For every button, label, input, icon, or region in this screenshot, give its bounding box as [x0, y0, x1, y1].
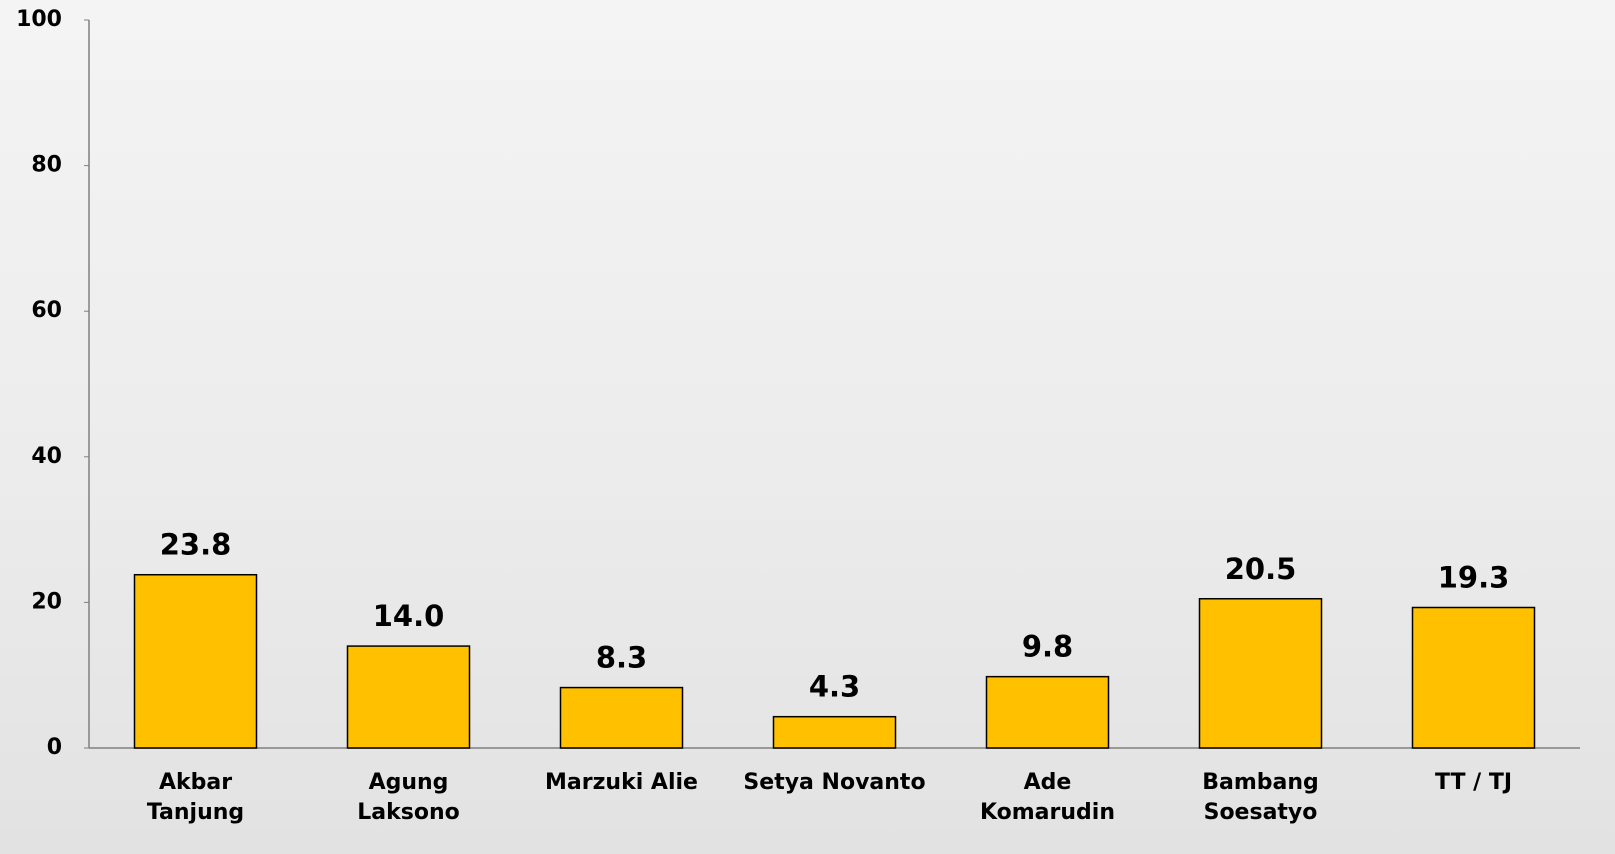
bar [1411, 606, 1536, 749]
value-label: 14.0 [373, 599, 445, 633]
bar [133, 573, 258, 749]
bar [985, 675, 1110, 749]
x-tick-label: Ade Komarudin [979, 770, 1115, 825]
value-label: 8.3 [596, 641, 647, 675]
x-tick-label: Agung Laksono [357, 770, 460, 825]
value-label: 4.3 [809, 670, 860, 704]
y-tick-label: 0 [47, 735, 62, 760]
y-tick-label: 100 [16, 7, 62, 32]
value-label: 20.5 [1225, 552, 1297, 586]
x-tick-label: TT / TJ [1434, 770, 1513, 795]
y-tick-label: 40 [31, 444, 62, 469]
value-label: 19.3 [1438, 560, 1510, 594]
y-tick-label: 20 [31, 589, 62, 614]
value-label: 9.8 [1022, 630, 1073, 664]
x-tick-label: Setya Novanto [743, 770, 926, 795]
y-tick-label: 60 [31, 298, 62, 323]
x-tick-label: Bambang Soesatyo [1202, 770, 1319, 825]
x-tick-label: Marzuki Alie [545, 770, 698, 795]
x-tick-label: Akbar Tanjung [146, 770, 245, 825]
bar [772, 715, 897, 749]
bar [346, 645, 471, 749]
bar [559, 686, 684, 749]
value-label: 23.8 [160, 528, 232, 562]
bar [1198, 598, 1323, 749]
y-tick-label: 80 [31, 153, 62, 178]
